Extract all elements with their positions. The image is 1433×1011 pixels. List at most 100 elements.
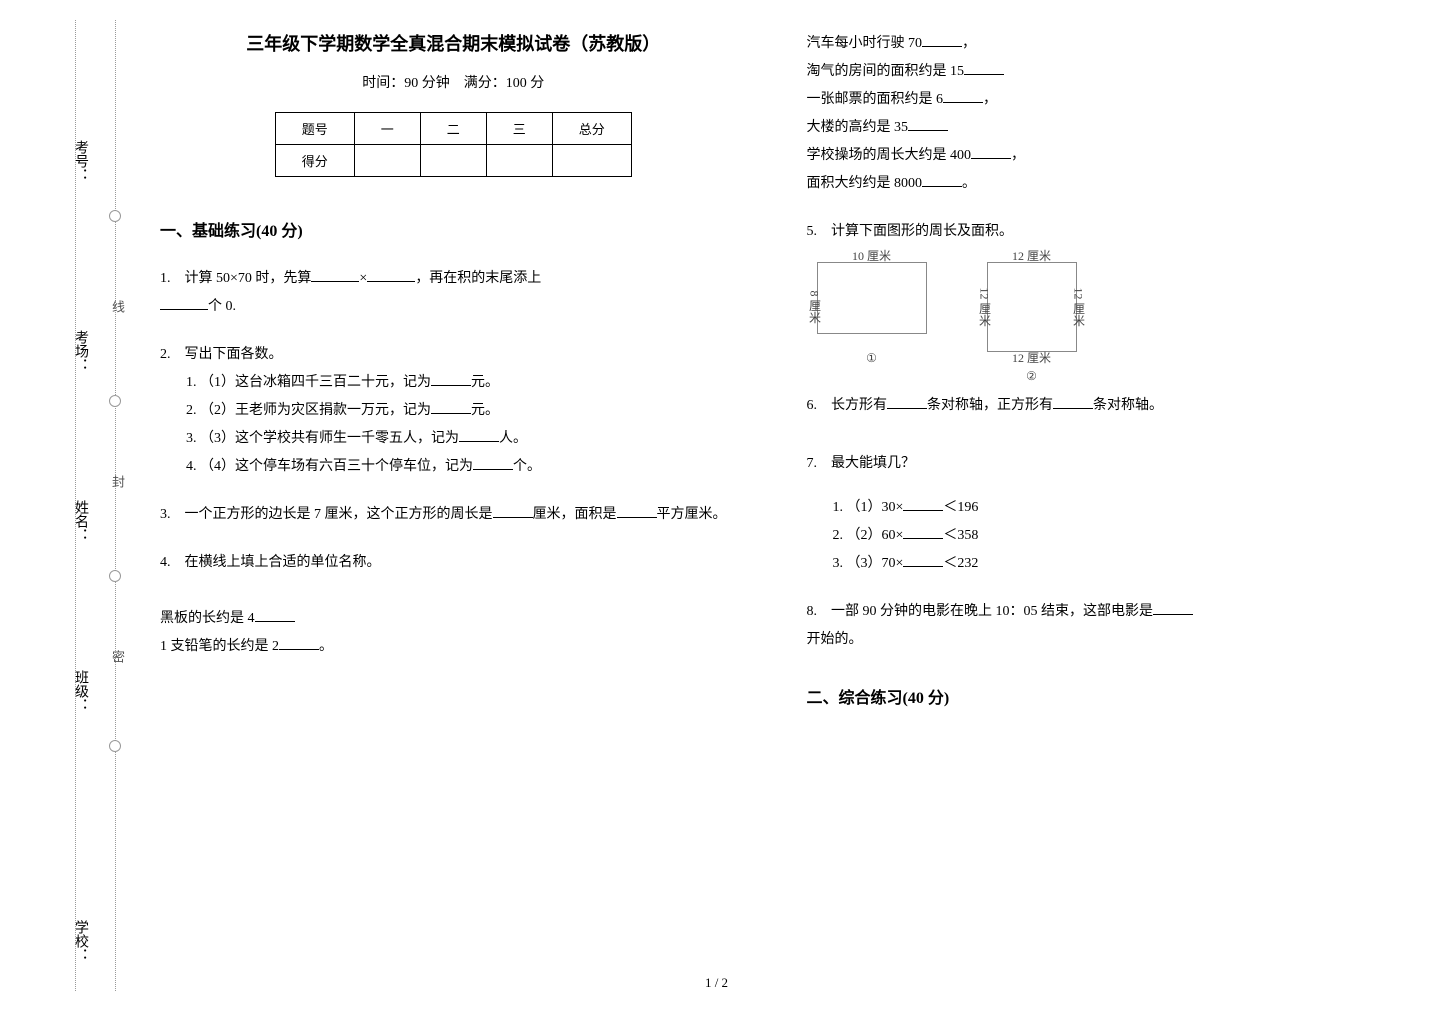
- q-text: 面积大约约是 8000: [807, 176, 923, 191]
- shape-index: ②: [1026, 364, 1037, 388]
- question-4: 4. 在横线上填上合适的单位名称。 黑板的长约是 4 1 支铅笔的长约是 2。: [160, 549, 747, 661]
- q7-list: （1）30×＜196 （2）60×＜358 （3）70×＜232: [807, 494, 1394, 578]
- score-cell: 三: [486, 113, 552, 145]
- score-cell: [486, 145, 552, 177]
- score-cell: [420, 145, 486, 177]
- rect-box: [817, 262, 927, 334]
- right-column: 汽车每小时行驶 70， 淘气的房间的面积约是 15 一张邮票的面积约是 6， 大…: [807, 30, 1394, 732]
- list-item: （1）这台冰箱四千三百二十元，记为 元。: [200, 369, 747, 397]
- blank: [279, 636, 319, 650]
- blank: [922, 33, 962, 47]
- q-text: 人。: [499, 431, 527, 446]
- q-text: 淘气的房间的面积约是 15: [807, 64, 965, 79]
- q-text: 元。: [471, 375, 499, 390]
- blank: [493, 504, 533, 518]
- blank: [431, 372, 471, 386]
- q-text: 条对称轴。: [1093, 398, 1163, 413]
- q-text: （2）王老师为灾区捐款一万元，记为: [200, 403, 431, 418]
- q-text: 大楼的高约是 35: [807, 120, 909, 135]
- blank: [1153, 601, 1193, 615]
- vlabel-kaochang: 考场：: [70, 330, 90, 372]
- q-text: 2. 写出下面各数。: [160, 347, 283, 362]
- blank: [311, 268, 359, 282]
- q-text: 开始的。: [807, 632, 863, 647]
- shape-label: 12 厘米: [1012, 244, 1051, 268]
- shape-square: 12 厘米 12 厘米 12 厘米 12 厘米 ②: [987, 262, 1077, 352]
- question-1: 1. 计算 50×70 时，先算×，再在积的末尾添上个 0.: [160, 265, 747, 321]
- left-column: 三年级下学期数学全真混合期末模拟试卷（苏教版） 时间：90 分钟 满分：100 …: [160, 30, 747, 732]
- q-text: 4. 在横线上填上合适的单位名称。: [160, 555, 381, 570]
- exam-subtitle: 时间：90 分钟 满分：100 分: [160, 72, 747, 92]
- list-item: （3）70× ＜232: [847, 550, 1394, 578]
- vlabel-banji: 班级：: [70, 670, 90, 712]
- question-5: 5. 计算下面图形的周长及面积。 10 厘米 8 厘米 ① 12 厘米 12 厘…: [807, 218, 1394, 352]
- q-text: ，: [1011, 148, 1025, 163]
- blank: [367, 268, 415, 282]
- q-text: 8. 一部 90 分钟的电影在晚上 10：05 结束，这部电影是: [807, 604, 1154, 619]
- q-text: （4）这个停车场有六百三十个停车位，记为: [200, 459, 473, 474]
- score-cell: 题号: [275, 113, 354, 145]
- q-text: ＜232: [943, 556, 978, 571]
- q2-list: （1）这台冰箱四千三百二十元，记为元。 （2）王老师为灾区捐款一万元，记为元。 …: [160, 369, 747, 481]
- blank: [922, 173, 962, 187]
- page-content: 三年级下学期数学全真混合期末模拟试卷（苏教版） 时间：90 分钟 满分：100 …: [160, 30, 1393, 732]
- q-text: ，: [962, 36, 976, 51]
- question-7: 7. 最大能填几？ （1）30×＜196 （2）60×＜358 （3）70×＜2…: [807, 450, 1394, 578]
- score-cell: [552, 145, 631, 177]
- list-item: （2）60×＜358: [847, 522, 1394, 550]
- q-text: 个。: [513, 459, 541, 474]
- list-item: （3）这个学校共有师生一千零五人，记为 人。: [200, 425, 747, 453]
- shape-rectangle: 10 厘米 8 厘米 ①: [817, 262, 927, 352]
- shape-label: 8 厘米: [803, 291, 827, 324]
- q-text: （1）30×: [847, 500, 904, 515]
- score-cell: 得分: [275, 145, 354, 177]
- blank: [943, 89, 983, 103]
- blank: [903, 525, 943, 539]
- shapes-row: 10 厘米 8 厘米 ① 12 厘米 12 厘米 12 厘米 12 厘米 ②: [817, 262, 1394, 352]
- vtext-feng: 封: [108, 475, 127, 488]
- q-text: 汽车每小时行驶 70: [807, 36, 923, 51]
- shape-index: ①: [866, 346, 877, 370]
- blank: [908, 117, 948, 131]
- q-text: ，再在积的末尾添上: [415, 271, 541, 286]
- q-text: （3）70×: [847, 556, 904, 571]
- question-4-cont: 汽车每小时行驶 70， 淘气的房间的面积约是 15 一张邮票的面积约是 6， 大…: [807, 30, 1394, 198]
- q-text: 。: [962, 176, 976, 191]
- blank: [160, 296, 208, 310]
- section-2-header: 二、综合练习(40 分): [807, 684, 1394, 708]
- q-text: （3）这个学校共有师生一千零五人，记为: [200, 431, 459, 446]
- q-text: 元。: [471, 403, 499, 418]
- blank: [903, 553, 943, 567]
- blank: [617, 504, 657, 518]
- square-box: [987, 262, 1077, 352]
- score-cell: [354, 145, 420, 177]
- blank: [459, 428, 499, 442]
- shape-label: 12 厘米: [1067, 288, 1091, 327]
- q-text: 7. 最大能填几？: [807, 456, 916, 471]
- q-text: 厘米，面积是: [533, 507, 617, 522]
- score-table: 题号 一 二 三 总分 得分: [275, 112, 632, 177]
- q-text: 6. 长方形有: [807, 398, 888, 413]
- q-text: 3. 一个正方形的边长是 7 厘米，这个正方形的周长是: [160, 507, 493, 522]
- binding-sidebar: 考号： 考场： 姓名： 班级： 学校： 线 封 密: [0, 0, 140, 1011]
- blank: [964, 61, 1004, 75]
- blank: [431, 400, 471, 414]
- blank: [473, 456, 513, 470]
- q-text: ＜358: [943, 528, 978, 543]
- exam-title: 三年级下学期数学全真混合期末模拟试卷（苏教版）: [160, 30, 747, 56]
- question-6: 6. 长方形有条对称轴，正方形有条对称轴。: [807, 392, 1394, 420]
- q-text: （1）这台冰箱四千三百二十元，记为: [200, 375, 431, 390]
- blank: [1053, 395, 1093, 409]
- score-cell: 二: [420, 113, 486, 145]
- list-item: （2）王老师为灾区捐款一万元，记为 元。: [200, 397, 747, 425]
- blank: [887, 395, 927, 409]
- dotted-line-2: [115, 20, 116, 991]
- question-2: 2. 写出下面各数。 （1）这台冰箱四千三百二十元，记为元。 （2）王老师为灾区…: [160, 341, 747, 481]
- q-text: ×: [359, 271, 367, 286]
- q-text: 。: [319, 639, 333, 654]
- section-1-header: 一、基础练习(40 分): [160, 217, 747, 241]
- question-8: 8. 一部 90 分钟的电影在晚上 10：05 结束，这部电影是开始的。: [807, 598, 1394, 654]
- shape-label: 12 厘米: [973, 288, 997, 327]
- circle-mark: [109, 570, 121, 582]
- shape-label: 10 厘米: [852, 244, 891, 268]
